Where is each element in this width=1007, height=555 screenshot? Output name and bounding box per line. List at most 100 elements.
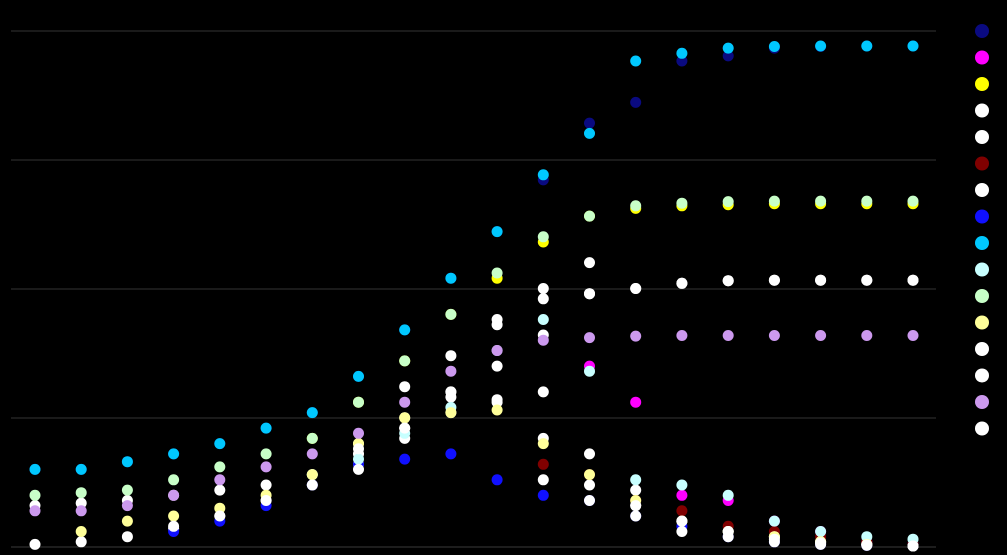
data-point (214, 510, 226, 522)
data-point (676, 479, 688, 491)
data-point (445, 448, 457, 460)
data-point (353, 453, 364, 465)
data-point (537, 283, 549, 294)
data-point (676, 489, 688, 501)
data-point (121, 515, 133, 527)
legend-marker (975, 130, 989, 144)
data-point (861, 539, 873, 551)
data-point (353, 396, 364, 408)
data-point (630, 510, 642, 522)
data-point (445, 350, 457, 362)
data-point (584, 127, 595, 139)
data-point (491, 474, 503, 486)
data-point (445, 365, 457, 377)
data-point (722, 489, 734, 501)
data-point (260, 461, 272, 473)
data-point (29, 463, 41, 475)
legend-marker (975, 342, 989, 356)
data-point (815, 40, 827, 52)
legend-marker (975, 24, 989, 38)
data-point (214, 438, 226, 450)
data-point (214, 474, 226, 486)
data-point (353, 443, 364, 455)
data-point (630, 474, 642, 486)
data-point (676, 515, 688, 527)
data-point (722, 196, 734, 208)
data-point (722, 330, 734, 341)
data-point (861, 531, 873, 543)
data-point (75, 487, 87, 499)
legend-marker (975, 183, 989, 197)
data-point (491, 360, 503, 372)
data-point (861, 195, 873, 207)
data-point (676, 55, 688, 67)
data-point (768, 274, 780, 286)
data-point (584, 288, 595, 300)
data-point (399, 453, 411, 465)
legend-marker (975, 209, 989, 224)
data-point (260, 448, 272, 460)
data-point (676, 505, 688, 517)
data-point (491, 314, 503, 325)
data-point (676, 47, 688, 59)
data-point (722, 50, 734, 62)
legend-marker (975, 421, 989, 436)
data-point (907, 540, 919, 552)
data-point (214, 461, 226, 473)
data-point (676, 526, 688, 537)
data-point (537, 231, 549, 243)
data-point (537, 334, 549, 346)
data-point (907, 40, 919, 52)
data-point (537, 314, 549, 325)
data-point (584, 479, 595, 491)
data-point (399, 412, 411, 424)
data-point (537, 386, 549, 398)
data-point (815, 330, 827, 341)
legend-marker (975, 103, 989, 118)
data-point (399, 355, 411, 367)
data-point (768, 330, 780, 341)
data-point (676, 277, 688, 289)
data-point (768, 515, 780, 527)
data-point (630, 96, 642, 108)
legend-marker (975, 156, 989, 171)
data-point (29, 489, 41, 501)
legend (975, 24, 989, 436)
data-point (306, 469, 318, 481)
data-point (75, 526, 87, 537)
data-point (768, 195, 780, 207)
data-point (306, 448, 318, 460)
data-point (861, 40, 873, 52)
data-point (353, 463, 364, 475)
data-point (491, 345, 503, 356)
data-point (630, 283, 642, 294)
data-point (537, 458, 549, 470)
data-point (722, 275, 734, 287)
data-point (353, 370, 364, 382)
data-point (722, 42, 734, 54)
data-point (815, 538, 827, 550)
data-point (815, 195, 827, 207)
data-point (168, 448, 180, 460)
data-point (537, 169, 549, 181)
legend-marker (975, 315, 989, 330)
data-point (75, 536, 87, 548)
data-point (491, 226, 503, 238)
data-point (861, 274, 873, 286)
data-point (75, 505, 87, 517)
data-point (306, 432, 318, 444)
data-point (584, 210, 595, 222)
legend-marker (975, 368, 989, 383)
data-point (75, 497, 87, 509)
data-point (445, 386, 457, 398)
data-point (630, 396, 642, 408)
data-point (630, 500, 642, 512)
data-point (861, 330, 873, 341)
data-point (907, 195, 919, 207)
data-point (584, 469, 595, 481)
data-point (168, 510, 180, 522)
gridlines (11, 30, 936, 419)
legend-marker (975, 395, 989, 409)
data-point (29, 538, 41, 550)
data-point (121, 484, 133, 496)
